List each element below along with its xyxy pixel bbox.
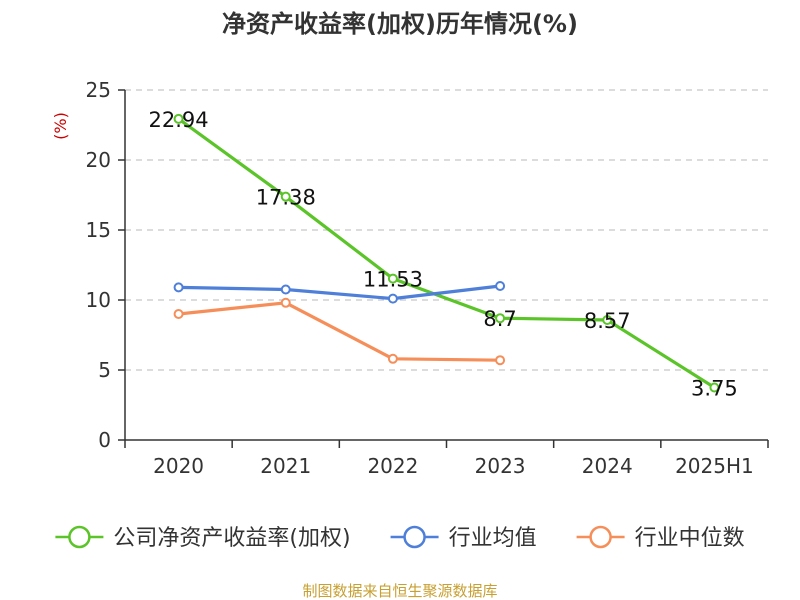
data-point [280, 191, 291, 202]
data-point [709, 382, 720, 393]
y-tick-label: 20 [86, 148, 111, 172]
x-tick-label: 2024 [582, 454, 633, 478]
data-point [602, 315, 613, 326]
x-tick-label: 2020 [153, 454, 204, 478]
data-point [387, 273, 398, 284]
chart-title: 净资产收益率(加权)历年情况(%) [222, 10, 578, 38]
x-tick-label: 2023 [475, 454, 526, 478]
data-point [173, 309, 184, 319]
data-label: 8.7 [483, 307, 516, 331]
data-point [173, 113, 184, 124]
x-tick-label: 2022 [367, 454, 418, 478]
x-tick-label: 2021 [260, 454, 311, 478]
source-note: 制图数据来自恒生聚源数据库 [302, 582, 497, 600]
data-label: 3.75 [691, 377, 738, 401]
legend-marker [68, 525, 91, 549]
legend-marker [403, 525, 426, 549]
gridlines [125, 89, 768, 371]
series-line-1 [178, 284, 501, 301]
data-point [280, 284, 291, 295]
y-tick-label: 15 [86, 218, 111, 242]
data-point [280, 297, 291, 308]
y-tick-label: 5 [98, 358, 111, 382]
data-labels: 22.94 17.38 11.53 8.7 8.57 3.75 [149, 108, 738, 401]
data-point [495, 281, 506, 291]
y-axis-label: (%) [51, 112, 70, 140]
legend-label: 行业中位数 [635, 526, 745, 551]
x-tick-label: 2025H1 [675, 454, 754, 478]
y-tick-label: 0 [98, 428, 111, 452]
legend-label: 公司净资产收益率(加权) [113, 526, 350, 551]
y-tick-label: 25 [86, 78, 111, 102]
series-line-2 [178, 301, 501, 362]
data-point [495, 313, 506, 324]
series-layer [173, 113, 720, 393]
legend-label: 行业均值 [449, 526, 537, 551]
y-tick-label: 10 [86, 288, 111, 312]
data-point [387, 353, 398, 364]
legend: 公司净资产收益率(加权) 行业均值 行业中位数 [55, 525, 745, 551]
data-point [495, 355, 506, 366]
data-point [173, 282, 184, 293]
data-point [387, 293, 398, 304]
series-line-0 [177, 117, 716, 389]
axes: 0 5 10 15 20 25 2020 2021 2022 2023 2024 2025H1 [86, 78, 769, 478]
data-label: 8.57 [584, 309, 631, 333]
data-label: 22.94 [149, 108, 209, 132]
data-label: 11.53 [363, 268, 423, 292]
data-label: 17.38 [256, 186, 316, 210]
legend-marker [589, 525, 612, 549]
